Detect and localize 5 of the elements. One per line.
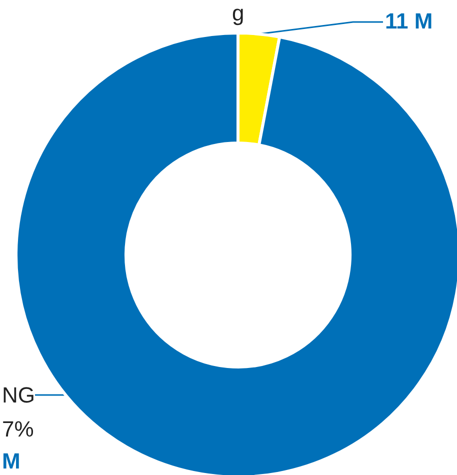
text: 11 M (385, 8, 433, 34)
text: g (232, 0, 244, 26)
slice-label: NG (2, 382, 35, 408)
text: M (2, 448, 20, 474)
text: 7% (2, 416, 34, 442)
